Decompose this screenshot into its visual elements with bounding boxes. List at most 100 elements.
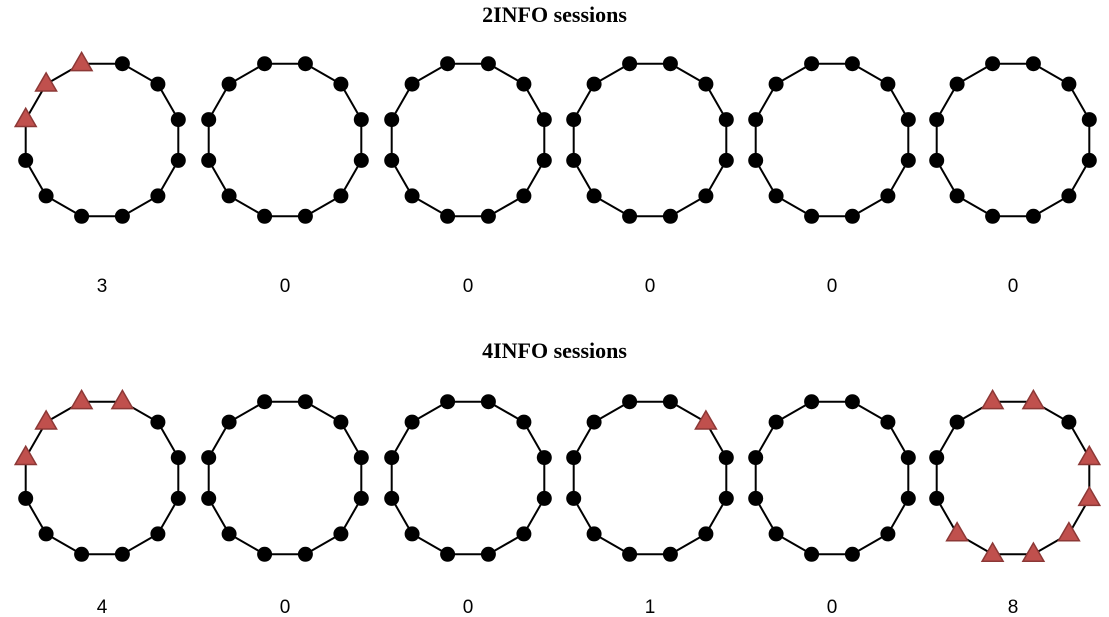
node-dot (748, 490, 764, 506)
node-dot (150, 414, 166, 430)
node-dot (297, 56, 313, 72)
node-dot (170, 112, 186, 128)
marker-triangle (1077, 444, 1102, 466)
node-dot (404, 188, 420, 204)
node-dot (333, 76, 349, 92)
node-dot (586, 414, 602, 430)
node-dot (170, 490, 186, 506)
ring-1-2 (384, 394, 552, 562)
count-label: 0 (827, 276, 838, 297)
marker-triangle (1021, 388, 1046, 410)
node-dot (748, 112, 764, 128)
node-dot (929, 490, 945, 506)
node-dot (536, 112, 552, 128)
node-dot (440, 56, 456, 72)
marker-triangle (34, 409, 58, 430)
ring-1-0 (13, 388, 186, 562)
count-label: 0 (280, 597, 291, 617)
node-dot (297, 394, 313, 410)
node-dot (114, 546, 130, 562)
count-label: 0 (463, 276, 474, 297)
ring-0-5 (929, 56, 1097, 224)
node-dot (38, 526, 54, 542)
node-dot (985, 56, 1001, 72)
node-dot (480, 394, 496, 410)
node-dot (480, 56, 496, 72)
ring-0-1 (201, 56, 369, 224)
node-dot (536, 152, 552, 168)
node-dot (949, 76, 965, 92)
ring-0-3 (566, 56, 734, 224)
node-dot (566, 490, 582, 506)
node-dot (748, 152, 764, 168)
node-dot (353, 152, 369, 168)
node-dot (516, 76, 532, 92)
node-dot (114, 208, 130, 224)
node-dot (221, 188, 237, 204)
node-dot (698, 526, 714, 542)
node-dot (844, 546, 860, 562)
node-dot (985, 208, 1001, 224)
node-dot (150, 76, 166, 92)
count-label: 1 (645, 597, 656, 617)
node-dot (698, 76, 714, 92)
count-label: 0 (827, 597, 838, 617)
node-dot (221, 526, 237, 542)
node-dot (384, 490, 400, 506)
count-label: 0 (280, 276, 291, 297)
node-dot (622, 56, 638, 72)
node-dot (880, 414, 896, 430)
node-dot (201, 112, 217, 128)
marker-triangle (13, 444, 38, 466)
node-dot (880, 526, 896, 542)
marker-triangle (945, 521, 969, 542)
node-dot (404, 76, 420, 92)
node-dot (114, 56, 130, 72)
node-dot (384, 450, 400, 466)
node-dot (440, 394, 456, 410)
node-dot (353, 450, 369, 466)
node-dot (384, 152, 400, 168)
node-dot (586, 76, 602, 92)
node-dot (900, 450, 916, 466)
marker-triangle (110, 388, 135, 410)
node-dot (1081, 152, 1097, 168)
node-dot (257, 546, 273, 562)
ring-0-4 (748, 56, 916, 224)
node-dot (404, 414, 420, 430)
count-label: 8 (1008, 597, 1019, 617)
node-dot (566, 112, 582, 128)
node-dot (257, 208, 273, 224)
node-dot (880, 76, 896, 92)
node-dot (536, 450, 552, 466)
node-dot (1025, 208, 1041, 224)
node-dot (297, 546, 313, 562)
ring-1-5 (929, 388, 1102, 562)
marker-triangle (1077, 485, 1102, 507)
node-dot (566, 450, 582, 466)
node-dot (150, 188, 166, 204)
node-dot (804, 394, 820, 410)
node-dot (74, 546, 90, 562)
node-dot (844, 56, 860, 72)
node-dot (18, 490, 34, 506)
node-dot (566, 152, 582, 168)
node-dot (384, 112, 400, 128)
ring-0-2 (384, 56, 552, 224)
node-dot (748, 450, 764, 466)
node-dot (221, 76, 237, 92)
node-dot (170, 152, 186, 168)
node-dot (622, 394, 638, 410)
node-dot (900, 490, 916, 506)
marker-triangle (980, 388, 1005, 410)
marker-triangle (69, 50, 94, 72)
node-dot (768, 188, 784, 204)
group-title-2info: 2INFO sessions (482, 2, 627, 27)
node-dot (1061, 76, 1077, 92)
node-dot (900, 152, 916, 168)
node-dot (480, 546, 496, 562)
count-label: 0 (1008, 276, 1019, 297)
marker-triangle (980, 541, 1005, 562)
node-dot (900, 112, 916, 128)
node-dot (662, 208, 678, 224)
